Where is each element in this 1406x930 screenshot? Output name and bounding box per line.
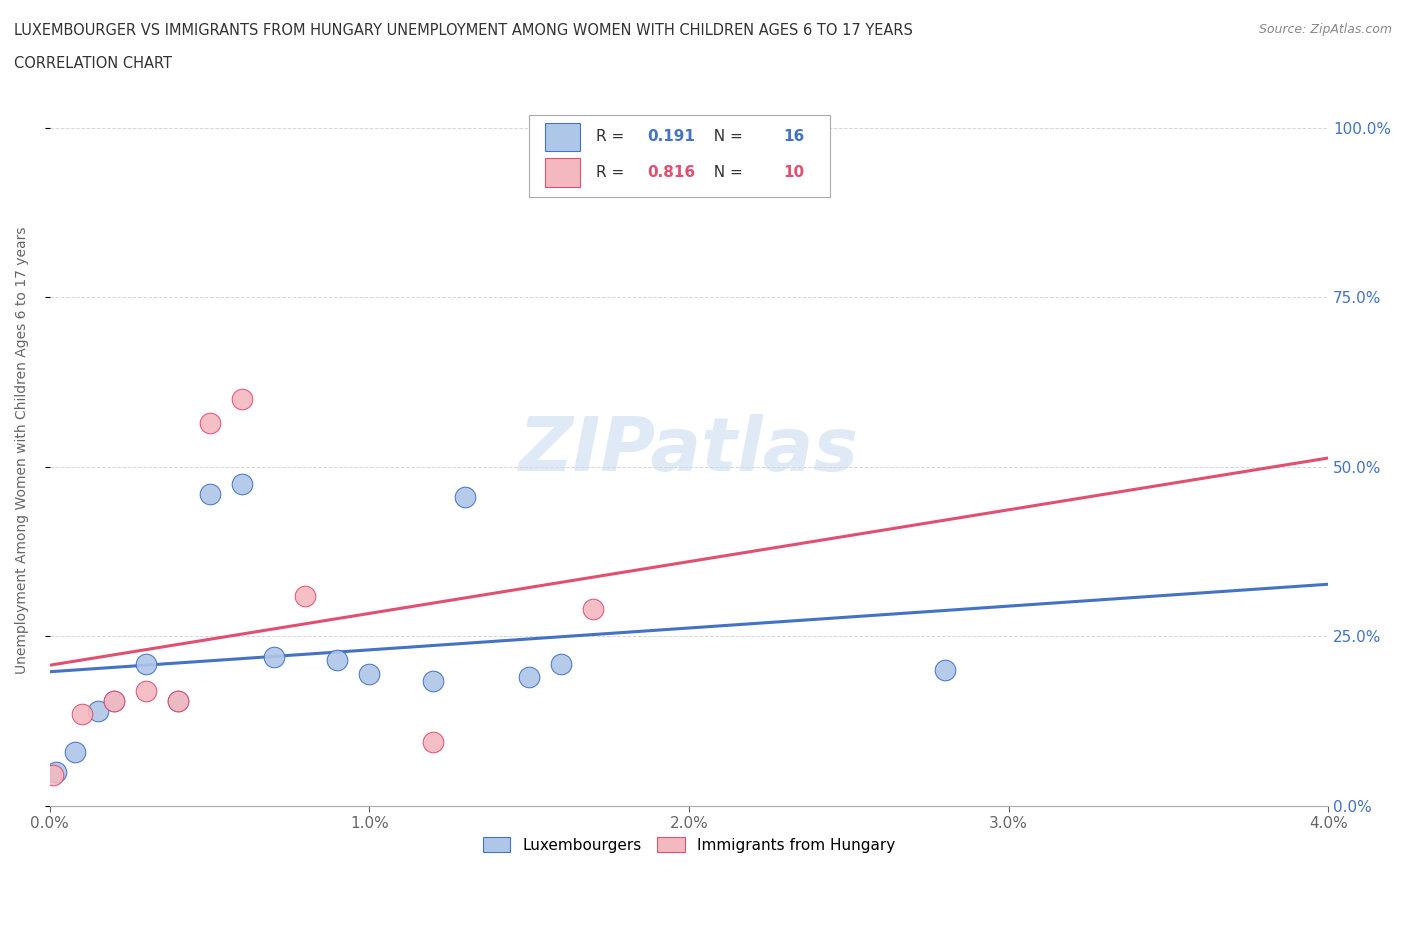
Text: 16: 16 xyxy=(783,129,804,144)
Text: 0.816: 0.816 xyxy=(647,165,695,179)
Point xyxy=(42,768,65,783)
Text: R =: R = xyxy=(596,165,628,179)
FancyBboxPatch shape xyxy=(544,158,581,187)
Text: Source: ZipAtlas.com: Source: ZipAtlas.com xyxy=(1258,23,1392,36)
Point xyxy=(87,704,110,719)
Text: CORRELATION CHART: CORRELATION CHART xyxy=(14,56,172,71)
Text: LUXEMBOURGER VS IMMIGRANTS FROM HUNGARY UNEMPLOYMENT AMONG WOMEN WITH CHILDREN A: LUXEMBOURGER VS IMMIGRANTS FROM HUNGARY … xyxy=(14,23,912,38)
Text: ZIPatlas: ZIPatlas xyxy=(519,414,859,486)
Text: 10: 10 xyxy=(783,165,804,179)
Text: 0.191: 0.191 xyxy=(647,129,695,144)
Point xyxy=(294,589,316,604)
Point xyxy=(166,694,188,709)
Point xyxy=(166,694,188,709)
Point xyxy=(422,673,444,688)
Text: R =: R = xyxy=(596,129,628,144)
FancyBboxPatch shape xyxy=(529,115,830,197)
Point xyxy=(550,657,572,671)
Point xyxy=(198,416,221,431)
Point xyxy=(517,670,540,684)
Point xyxy=(582,602,605,617)
Y-axis label: Unemployment Among Women with Children Ages 6 to 17 years: Unemployment Among Women with Children A… xyxy=(15,226,30,673)
Point xyxy=(263,649,285,664)
Point xyxy=(65,744,87,759)
Point xyxy=(359,666,381,681)
Point xyxy=(231,392,253,406)
Point xyxy=(103,694,125,709)
Point xyxy=(45,764,67,779)
Legend: Luxembourgers, Immigrants from Hungary: Luxembourgers, Immigrants from Hungary xyxy=(477,831,901,858)
Point xyxy=(231,476,253,491)
Text: N =: N = xyxy=(704,129,748,144)
Point xyxy=(934,663,956,678)
Point xyxy=(135,684,157,698)
Point xyxy=(70,707,93,722)
Point xyxy=(198,486,221,501)
Text: N =: N = xyxy=(704,165,748,179)
Point xyxy=(422,734,444,749)
Point xyxy=(454,490,477,505)
FancyBboxPatch shape xyxy=(544,123,581,151)
Point xyxy=(135,657,157,671)
Point xyxy=(103,694,125,709)
Point xyxy=(326,653,349,668)
